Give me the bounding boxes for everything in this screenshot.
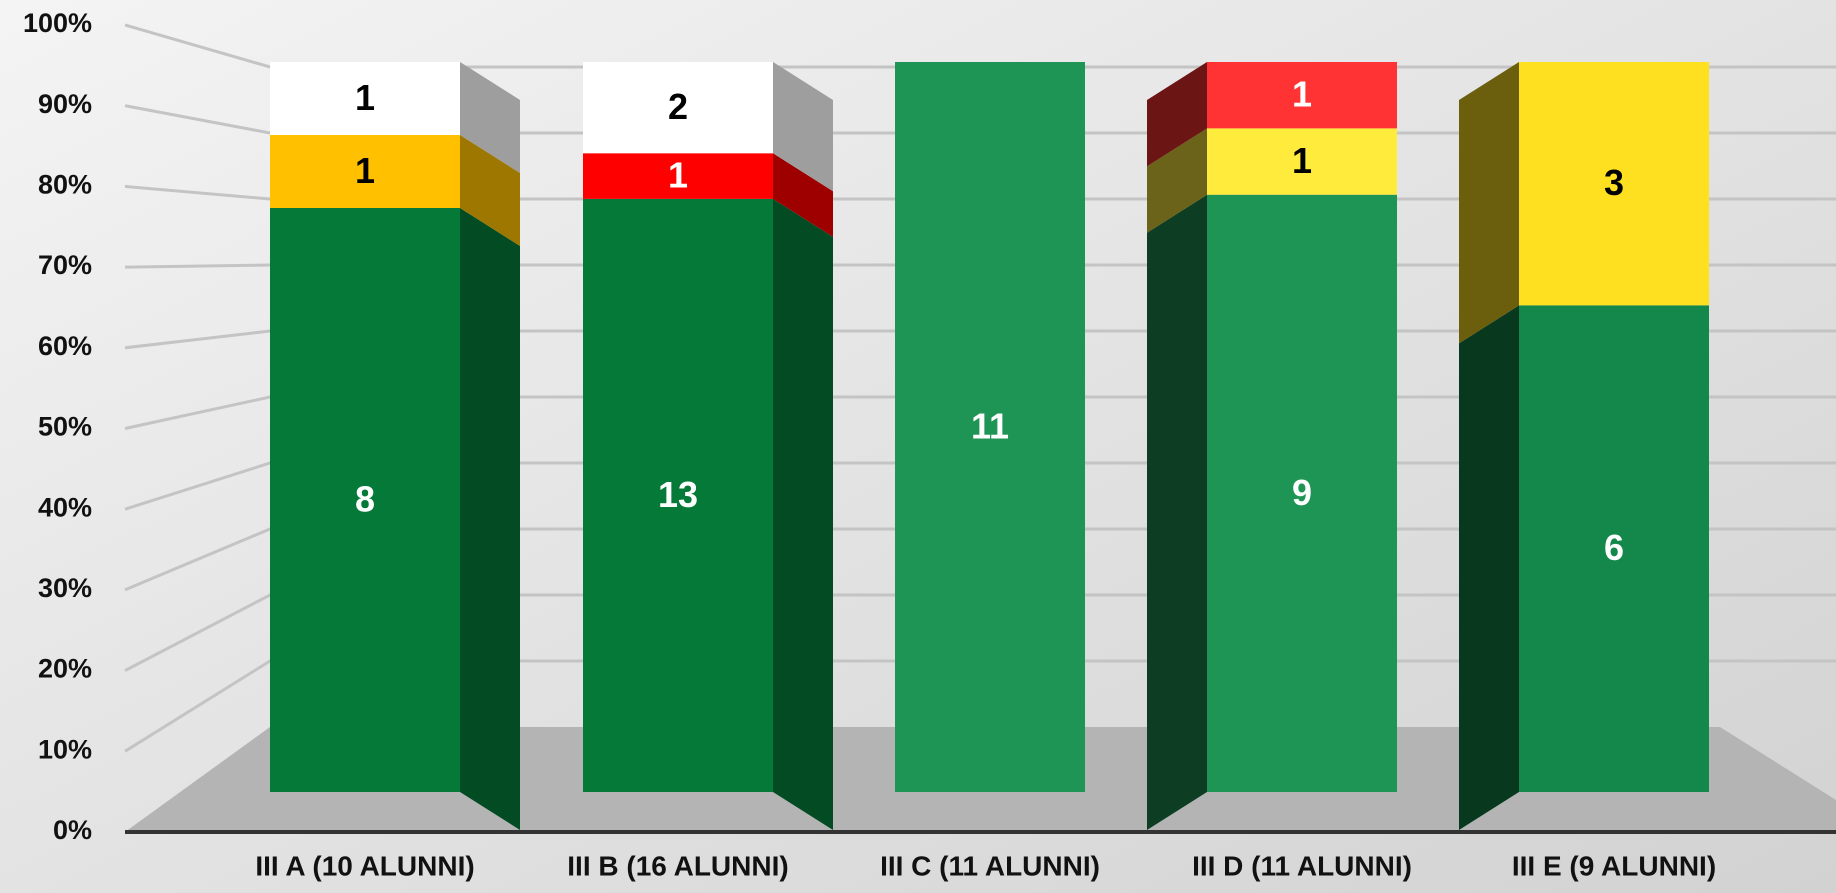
data-label: 1 [355, 150, 375, 191]
y-tick-label: 100% [23, 8, 92, 38]
y-tick-label: 90% [38, 89, 92, 119]
bar [583, 62, 773, 154]
x-tick-label: III C (11 ALUNNI) [880, 850, 1100, 881]
bar [1519, 62, 1709, 306]
bar [1207, 194, 1397, 792]
y-tick-label: 40% [38, 492, 92, 522]
bar [1207, 62, 1397, 129]
bar [1207, 128, 1397, 195]
bar [583, 198, 773, 792]
bar-side [773, 198, 833, 830]
data-label: 3 [1604, 162, 1624, 203]
data-label: 9 [1292, 472, 1312, 513]
bar-side [1459, 305, 1519, 830]
bar-side [460, 135, 520, 246]
data-label: 1 [1292, 74, 1312, 115]
data-label: 2 [668, 86, 688, 127]
bar-side [460, 62, 520, 173]
data-label: 6 [1604, 527, 1624, 568]
y-tick-label: 10% [38, 734, 92, 764]
bar [270, 135, 460, 208]
data-label: 1 [355, 77, 375, 118]
x-tick-label: III A (10 ALUNNI) [255, 850, 474, 881]
bar [895, 62, 1085, 792]
y-tick-label: 30% [38, 573, 92, 603]
y-tick-label: 60% [38, 331, 92, 361]
y-tick-label: 80% [38, 170, 92, 200]
y-tick-label: 0% [53, 815, 92, 845]
data-label: 11 [971, 406, 1009, 447]
x-tick-label: III D (11 ALUNNI) [1192, 850, 1412, 881]
bar-side [773, 62, 833, 192]
data-label: 13 [658, 474, 698, 515]
data-label: 1 [668, 155, 688, 196]
x-tick-label: III E (9 ALUNNI) [1512, 850, 1716, 881]
bar [1519, 305, 1709, 792]
bar-side [1459, 62, 1519, 344]
bar [270, 62, 460, 135]
x-tick-label: III B (16 ALUNNI) [567, 850, 788, 881]
bar-side [773, 153, 833, 237]
y-tick-label: 20% [38, 654, 92, 684]
data-label: 8 [355, 479, 375, 520]
bar [270, 208, 460, 792]
y-tick-label: 70% [38, 250, 92, 280]
y-tick-label: 50% [38, 412, 92, 442]
bar [583, 153, 773, 199]
bar-side [1147, 194, 1207, 830]
bar-side [1147, 128, 1207, 233]
bar-side [1147, 62, 1207, 167]
data-label: 1 [1292, 140, 1312, 181]
bar-side [460, 208, 520, 830]
